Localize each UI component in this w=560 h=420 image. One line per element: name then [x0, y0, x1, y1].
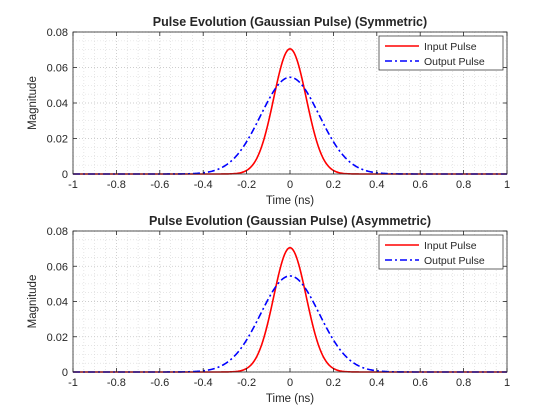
series-line-output-pulse [73, 275, 507, 373]
chart-panel-1: -1 -0.8 -0.6 -0.4 -0.2 0 0.2 0.4 0.6 0.8 1 0 0.02 0.0… [27, 15, 510, 207]
legend-box [378, 35, 504, 71]
y-tick-label: 0.04 [47, 98, 68, 110]
x-tick-label: -0.4 [194, 377, 213, 389]
x-tick-label: -0.8 [107, 377, 126, 389]
x-tick-label: -0.6 [150, 377, 169, 389]
y-axis-label: Magnitude [27, 76, 39, 130]
x-tick-label: 0 [287, 179, 293, 191]
x-tick-label: 0.4 [369, 179, 384, 191]
x-tick-label: -1 [68, 377, 78, 389]
legend: Input Pulse Output Pulse [378, 35, 504, 71]
y-tick-label: 0.02 [47, 134, 68, 146]
y-tick-label: 0 [62, 367, 68, 379]
y-tick-label: 0 [62, 169, 68, 181]
legend-label: Input Pulse [424, 41, 477, 53]
x-axis-label: Time (ns) [266, 393, 314, 405]
chart-title: Pulse Evolution (Gaussian Pulse) (Asymme… [149, 214, 431, 228]
legend-label: Output Pulse [424, 56, 485, 68]
y-axis-label: Magnitude [27, 275, 39, 329]
x-tick-label: -0.8 [107, 179, 126, 191]
y-tick-label: 0.08 [47, 226, 68, 238]
x-tick-label: 1 [504, 377, 510, 389]
x-tick-label: 0.2 [326, 179, 341, 191]
x-tick-label: 0.6 [413, 377, 428, 389]
x-tick-label: -0.6 [150, 179, 169, 191]
x-tick-label: 1 [504, 179, 510, 191]
legend: Input Pulse Output Pulse [378, 234, 504, 270]
chart-title: Pulse Evolution (Gaussian Pulse) (Symmet… [153, 15, 427, 29]
legend-label: Output Pulse [424, 255, 485, 267]
x-tick-label: 0.8 [456, 179, 471, 191]
x-tick-label: -1 [68, 179, 78, 191]
y-tick-label: 0.02 [47, 332, 68, 344]
series-line-output-pulse [73, 76, 507, 175]
x-tick-label: 0 [287, 377, 293, 389]
x-tick-label: 0.4 [369, 377, 384, 389]
y-tick-label: 0.04 [47, 297, 68, 309]
chart-panel-2: -1 -0.8 -0.6 -0.4 -0.2 0 0.2 0.4 0.6 0.8 1 0 0.02 0.0… [27, 214, 510, 405]
y-tick-label: 0.06 [47, 63, 68, 75]
x-tick-label: 0.8 [456, 377, 471, 389]
x-tick-label: 0.6 [413, 179, 428, 191]
x-tick-label: -0.2 [237, 179, 256, 191]
x-axis-label: Time (ns) [266, 195, 314, 207]
legend-box [378, 234, 504, 270]
x-tick-label: -0.2 [237, 377, 256, 389]
x-tick-label: 0.2 [326, 377, 341, 389]
legend-label: Input Pulse [424, 240, 477, 252]
y-tick-label: 0.06 [47, 261, 68, 273]
x-tick-label: -0.4 [194, 179, 213, 191]
y-tick-label: 0.08 [47, 27, 68, 39]
